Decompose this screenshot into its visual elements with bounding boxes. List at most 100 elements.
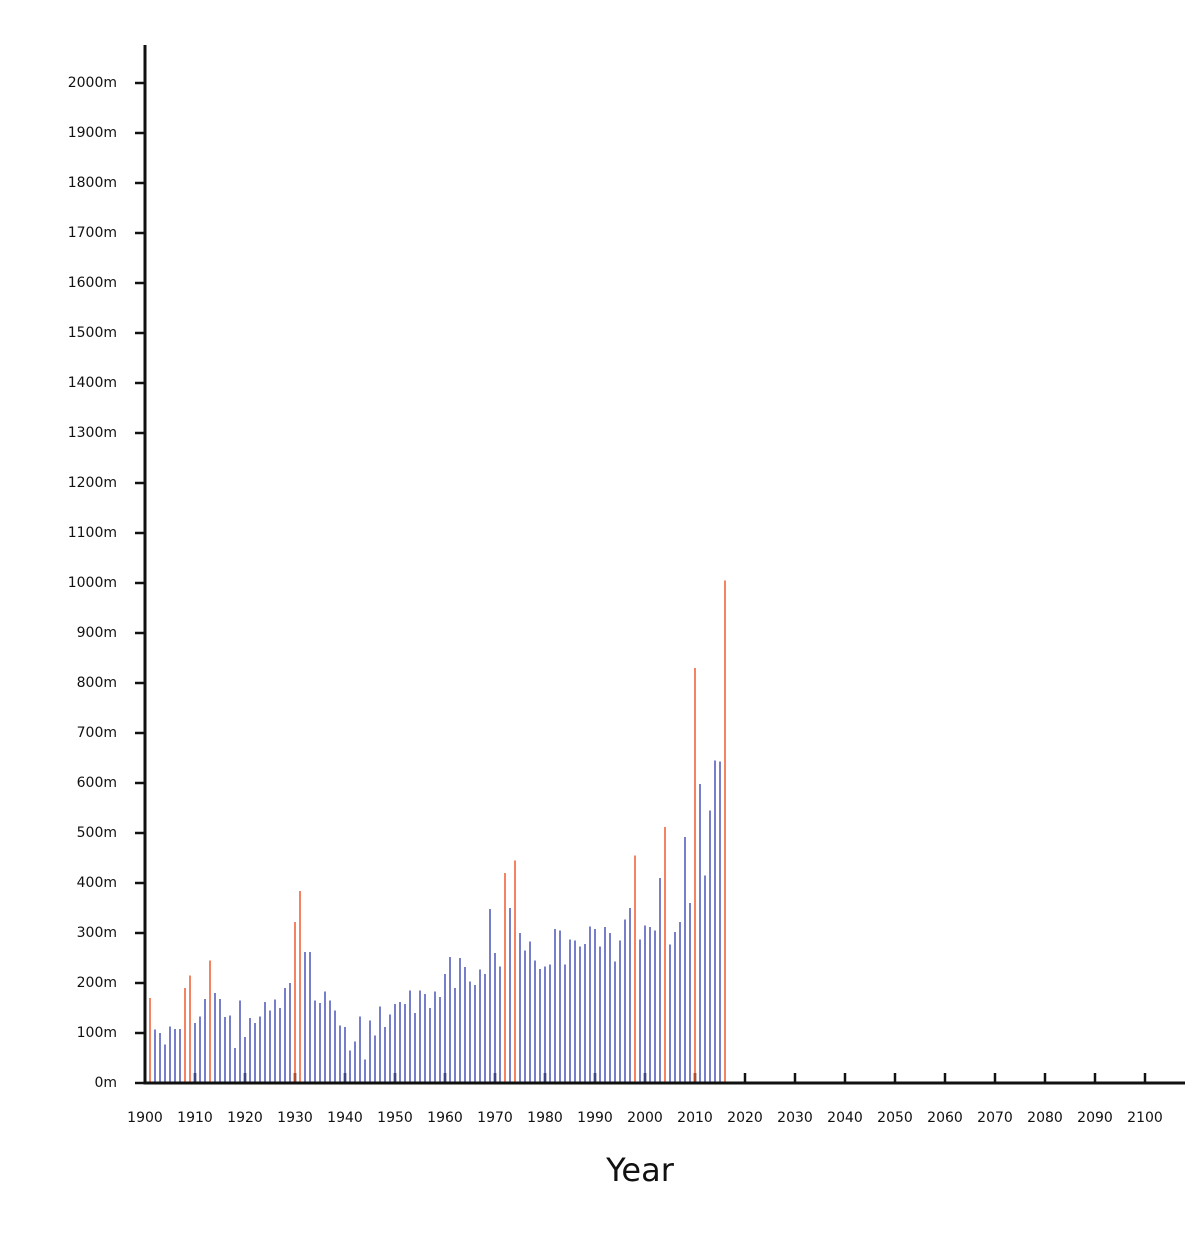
x-tick-label: 2010 [677,1110,713,1126]
bar [454,988,456,1083]
bar [604,927,606,1083]
bar [589,926,591,1083]
bar [479,969,481,1083]
bar [339,1025,341,1083]
y-tick-label: 700m [77,725,117,741]
bar [459,958,461,1083]
y-tick-label: 800m [77,675,117,691]
bar [684,837,686,1083]
bar [254,1023,256,1083]
y-tick-label: 1900m [68,125,117,141]
y-tick-label: 1200m [68,475,117,491]
bar [524,950,526,1083]
bar [399,1002,401,1083]
x-tick-label: 2050 [877,1110,913,1126]
bar [194,1023,196,1083]
bar [334,1010,336,1083]
bar [434,991,436,1083]
bar [719,761,721,1083]
bar [629,908,631,1083]
bar [539,969,541,1083]
bar [394,1004,396,1083]
y-tick-label: 1300m [68,425,117,441]
y-tick-label: 1800m [68,175,117,191]
bar [574,940,576,1083]
bar [364,1059,366,1083]
bar [259,1016,261,1083]
bar [709,810,711,1083]
bar [199,1016,201,1083]
bar [554,929,556,1083]
y-tick-label: 1400m [68,375,117,391]
y-tick-label: 0m [94,1075,117,1091]
y-tick-label: 1100m [68,525,117,541]
x-tick-label: 2060 [927,1110,963,1126]
bar [659,878,661,1083]
bar [654,930,656,1083]
bar [174,1029,176,1083]
bar [404,1004,406,1083]
bar [359,1016,361,1083]
bar [494,953,496,1083]
bar [714,760,716,1083]
bar [514,860,516,1083]
bar [484,974,486,1083]
x-tick-label: 1910 [177,1110,213,1126]
x-tick-label: 2030 [777,1110,813,1126]
bar [619,940,621,1083]
bar [344,1027,346,1083]
bar [439,997,441,1083]
bar [559,930,561,1083]
bar [244,1037,246,1083]
bar [179,1029,181,1083]
x-tick-label: 2040 [827,1110,863,1126]
bar [449,957,451,1083]
bar [464,967,466,1083]
bar [219,999,221,1083]
bar [444,974,446,1083]
bar [724,580,726,1083]
bar [694,668,696,1083]
x-axis-title: Year [605,1151,675,1189]
bar [384,1027,386,1083]
bar [509,908,511,1083]
x-tick-label: 2080 [1027,1110,1063,1126]
x-tick-label: 1980 [527,1110,563,1126]
bar [289,983,291,1083]
bar [204,999,206,1083]
bar [469,981,471,1083]
bar [529,941,531,1083]
bar [224,1017,226,1083]
bar [154,1029,156,1083]
bar [584,944,586,1083]
bar [594,929,596,1083]
bar [149,998,151,1083]
bar [674,932,676,1083]
bar [599,946,601,1083]
x-tick-label: 1950 [377,1110,413,1126]
x-tick-label: 2000 [627,1110,663,1126]
bar [409,990,411,1083]
bar [564,964,566,1083]
bar [609,933,611,1083]
x-tick-label: 2090 [1077,1110,1113,1126]
bar [349,1050,351,1083]
x-tick-label: 1960 [427,1110,463,1126]
bar [329,1000,331,1083]
bar [354,1041,356,1083]
y-tick-label: 600m [77,775,117,791]
bar [234,1048,236,1083]
bar [544,966,546,1083]
bar [379,1006,381,1083]
bar [644,925,646,1083]
bar [634,855,636,1083]
bar [169,1026,171,1083]
bar [264,1002,266,1083]
bar [429,1008,431,1083]
x-tick-label: 1930 [277,1110,313,1126]
y-tick-label: 200m [77,975,117,991]
bar [229,1015,231,1083]
x-tick-label: 2100 [1127,1110,1163,1126]
